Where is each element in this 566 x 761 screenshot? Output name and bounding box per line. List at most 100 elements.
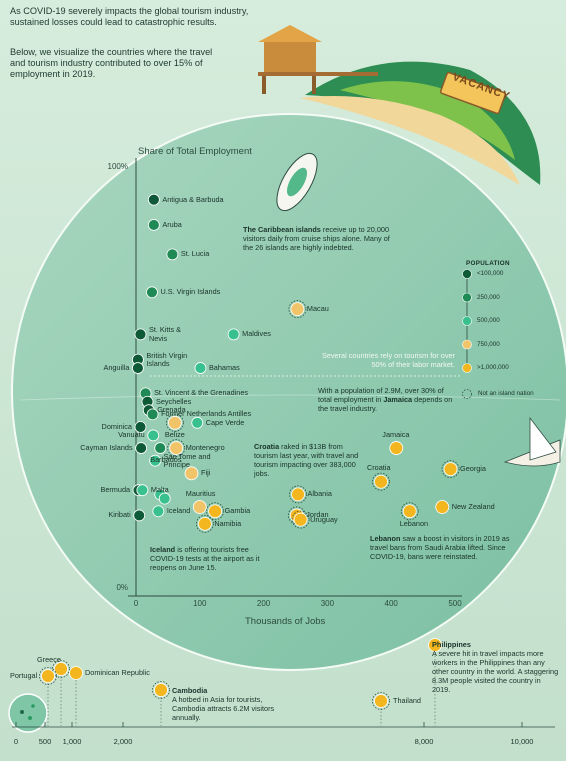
bottom-tick-label: 10,000	[511, 737, 534, 746]
data-point[interactable]	[147, 219, 160, 231]
data-point[interactable]	[293, 512, 308, 527]
x-tick-label: 200	[257, 599, 271, 608]
data-point[interactable]	[154, 683, 168, 697]
point-label: Anguilla	[103, 363, 130, 373]
data-point[interactable]	[149, 454, 162, 467]
point-label: Georgia	[460, 464, 486, 474]
croatia-note: Croatia raked in $13B from tourism last …	[254, 442, 359, 478]
point-label: Seychelles	[155, 396, 192, 406]
non-island-ring	[196, 514, 214, 533]
point-label: Uruguay	[310, 514, 338, 524]
cruise-ship-icon	[276, 152, 318, 212]
data-point[interactable]	[133, 509, 146, 522]
data-point[interactable]	[374, 694, 388, 708]
data-point[interactable]	[152, 505, 165, 518]
data-point[interactable]	[169, 441, 184, 455]
data-point[interactable]	[168, 415, 182, 430]
data-point[interactable]	[41, 669, 55, 683]
data-point[interactable]	[132, 362, 144, 374]
data-point[interactable]	[290, 302, 305, 317]
non-island-ring	[52, 660, 70, 678]
legend-label: 500,000	[477, 317, 500, 324]
non-island-ring	[166, 413, 184, 432]
point-label: Kiribati	[108, 510, 131, 520]
point-label: Cayman Islands	[80, 443, 133, 453]
point-label: Greece	[37, 655, 61, 664]
bottom-tick-label: 2,000	[114, 737, 133, 746]
point-label: Namibia	[214, 518, 242, 528]
legend-swatch	[462, 269, 472, 279]
caribbean-note: The Caribbean islands receive up to 20,0…	[243, 225, 390, 252]
point-label: Montenegro	[185, 443, 225, 453]
point-label: Albania	[307, 489, 332, 499]
data-point[interactable]	[208, 504, 223, 519]
data-point[interactable]	[146, 286, 158, 299]
data-point[interactable]	[135, 442, 148, 454]
iceland-note: Iceland is offering tourists free COVID-…	[150, 545, 260, 572]
y-tick-label: 0%	[116, 583, 128, 592]
point-label: Bahamas	[208, 363, 240, 373]
point-label: New Zealand	[451, 502, 495, 511]
bottom-tick-label: 0	[14, 737, 18, 746]
non-island-ring	[372, 472, 390, 491]
point-label: Antigua & Barbuda	[162, 194, 224, 204]
bottom-tick-label: 8,000	[415, 737, 434, 746]
data-point[interactable]	[191, 416, 204, 429]
data-point[interactable]	[147, 193, 160, 206]
point-label: Dominica	[101, 422, 132, 432]
point-label: Aruba	[162, 219, 182, 229]
y-tick-label: 100%	[108, 162, 128, 171]
x-tick-label: 0	[134, 599, 139, 608]
point-label: Bermuda	[100, 485, 131, 495]
point-label: Sao Tome and Principe	[163, 451, 211, 470]
data-point[interactable]	[154, 442, 167, 454]
island-art	[258, 25, 541, 185]
intro-text-1: As COVID-19 severely impacts the global …	[10, 6, 249, 28]
labor-market-note: Several countries rely on tourism for ov…	[321, 351, 455, 370]
point-label: St. Vincent & the Grenadines	[154, 388, 249, 398]
data-point[interactable]	[443, 462, 458, 477]
data-point[interactable]	[389, 441, 404, 455]
x-tick-label: 400	[385, 599, 399, 608]
non-island-ring	[400, 502, 419, 521]
sailboat-icon	[503, 416, 561, 467]
data-point[interactable]	[192, 500, 207, 514]
data-point[interactable]	[402, 504, 417, 519]
non-island-ring	[372, 692, 390, 710]
data-point[interactable]	[69, 666, 83, 680]
data-point[interactable]	[194, 362, 207, 374]
data-point[interactable]	[134, 328, 147, 341]
non-island-ring	[441, 460, 460, 479]
jamaica-note: With a population of 2.9M, over 30% of t…	[318, 386, 453, 413]
data-point[interactable]	[158, 492, 171, 505]
point-label: Malta	[150, 485, 169, 495]
lebanon-note: Lebanon saw a boost in visitors in 2019 …	[370, 534, 510, 561]
data-point[interactable]	[435, 500, 450, 514]
point-label: Barbados	[150, 454, 182, 464]
x-tick-label: 500	[448, 599, 462, 608]
data-point[interactable]	[374, 474, 388, 489]
legend-label: >1,000,000	[477, 364, 509, 371]
data-point[interactable]	[227, 328, 240, 341]
point-label: Dominican Republic	[85, 668, 150, 677]
bottom-tick-label: 500	[39, 737, 52, 746]
legend-swatch	[462, 316, 472, 326]
data-point[interactable]	[147, 429, 160, 442]
intro-text-2: Below, we visualize the countries where …	[10, 47, 213, 80]
data-point[interactable]	[146, 408, 159, 421]
point-label: St. Kitts & Nevis	[148, 325, 181, 343]
data-point[interactable]	[184, 466, 199, 481]
data-point[interactable]	[136, 484, 149, 497]
y-axis-title: Share of Total Employment	[138, 146, 252, 157]
point-label: Thailand	[393, 696, 421, 705]
data-point[interactable]	[198, 516, 212, 531]
data-point[interactable]	[134, 421, 147, 433]
data-point[interactable]	[291, 487, 305, 502]
data-point[interactable]	[166, 248, 179, 261]
x-tick-label: 100	[193, 599, 207, 608]
point-label: British Virgin Islands	[146, 350, 188, 369]
data-point[interactable]	[54, 662, 68, 676]
data-point[interactable]	[428, 638, 442, 652]
